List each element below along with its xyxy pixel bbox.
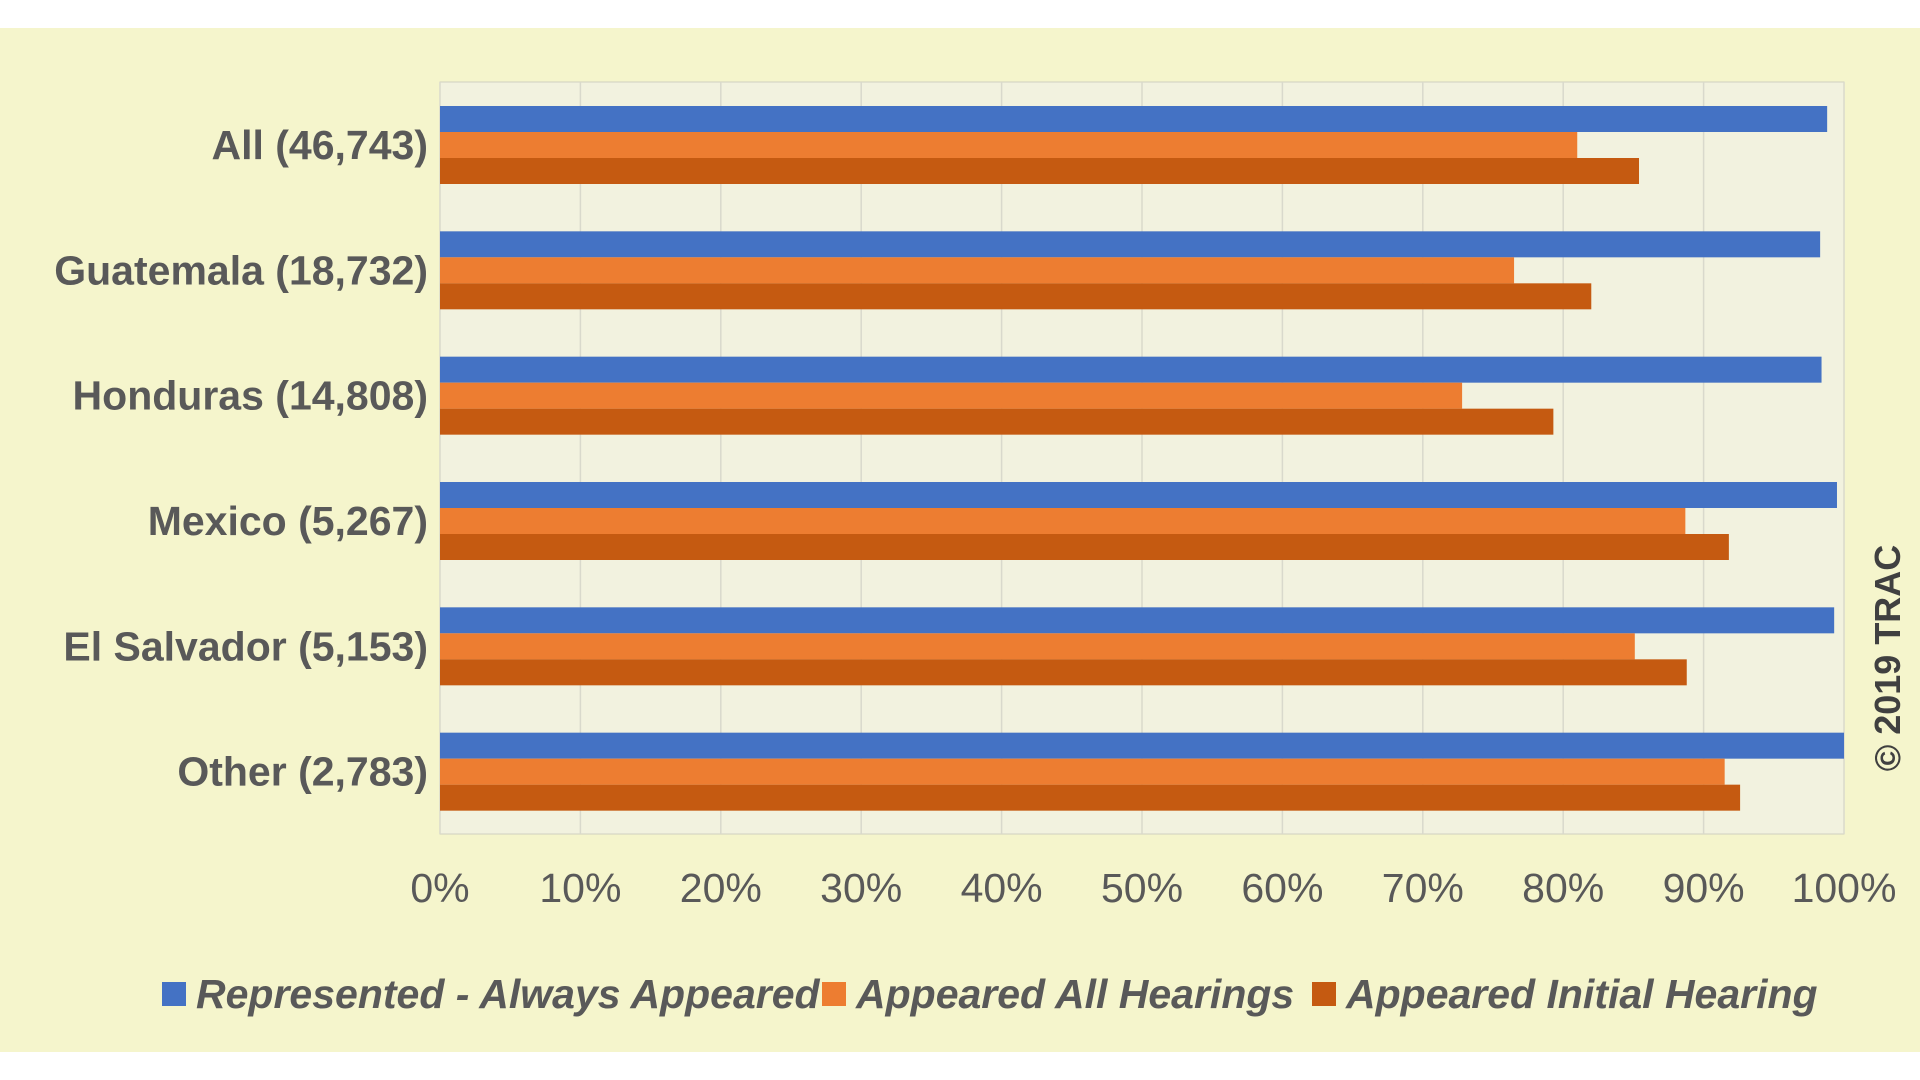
bar: [440, 132, 1578, 158]
x-tick-label: 0%: [410, 865, 469, 911]
copyright-text: © 2019 TRAC: [1867, 545, 1908, 772]
x-tick-label: 20%: [680, 865, 762, 911]
bar: [440, 659, 1687, 686]
x-tick-label: 10%: [539, 865, 621, 911]
x-tick-label: 30%: [820, 865, 902, 911]
bar: [440, 607, 1835, 634]
legend-swatch: [162, 982, 186, 1006]
bar: [440, 508, 1686, 534]
x-tick-label: 40%: [961, 865, 1043, 911]
gridlines: [439, 82, 1845, 834]
bar: [440, 534, 1729, 560]
bars: [440, 106, 1844, 811]
x-tick-label: 100%: [1792, 865, 1897, 911]
category-label: Honduras (14,808): [73, 373, 428, 419]
bar: [440, 784, 1741, 811]
bar: [440, 732, 1844, 759]
bar-chart: All (46,743) Guatemala (18,732) Honduras (…: [54, 81, 1908, 1017]
legend-label: Appeared Initial Hearing: [1345, 971, 1818, 1017]
legend-swatch: [822, 982, 846, 1006]
legend-label: Appeared All Hearings: [855, 971, 1294, 1017]
bar: [440, 633, 1635, 660]
bar: [440, 482, 1837, 508]
bar: [440, 106, 1828, 132]
bar: [440, 356, 1822, 383]
x-tick-label: 70%: [1382, 865, 1464, 911]
x-tick-label: 80%: [1522, 865, 1604, 911]
bar: [440, 231, 1821, 258]
bar: [440, 758, 1725, 785]
chart-frame: All (46,743) Guatemala (18,732) Honduras (…: [0, 28, 1920, 1052]
x-tick-label: 60%: [1241, 865, 1323, 911]
legend-swatch: [1312, 982, 1336, 1006]
category-label: Mexico (5,267): [148, 498, 428, 544]
category-labels: All (46,743) Guatemala (18,732) Honduras (…: [54, 122, 428, 795]
bar: [440, 382, 1463, 409]
legend-label: Represented - Always Appeared: [196, 971, 821, 1017]
bar: [440, 257, 1515, 284]
x-tick-label: 90%: [1663, 865, 1745, 911]
x-tick-labels: 0% 10% 20% 30% 40% 50% 60% 70% 80% 90% 100%: [410, 865, 1896, 911]
bar: [440, 408, 1554, 435]
bar: [440, 283, 1592, 310]
legend: Represented - Always Appeared Appeared Al…: [162, 971, 1818, 1017]
category-label: El Salvador (5,153): [63, 623, 428, 669]
x-tick-label: 50%: [1101, 865, 1183, 911]
category-label: Other (2,783): [177, 749, 428, 795]
category-label: All (46,743): [212, 122, 429, 168]
category-label: Guatemala (18,732): [54, 247, 428, 293]
bar: [440, 158, 1640, 184]
